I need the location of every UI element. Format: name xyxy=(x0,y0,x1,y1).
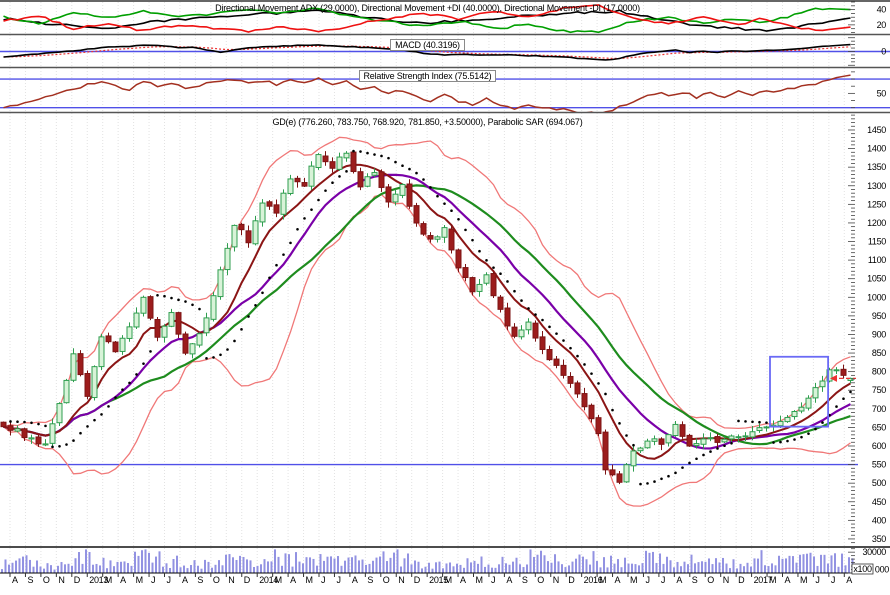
svg-text:800: 800 xyxy=(872,367,886,377)
svg-text:1200: 1200 xyxy=(867,218,886,228)
svg-text:J: J xyxy=(815,575,819,585)
svg-text:D: D xyxy=(74,575,81,585)
svg-text:M: M xyxy=(599,575,606,585)
svg-text:S: S xyxy=(692,575,698,585)
svg-text:1050: 1050 xyxy=(867,274,886,284)
svg-text:450: 450 xyxy=(872,497,886,507)
svg-text:M: M xyxy=(445,575,452,585)
svg-text:350: 350 xyxy=(872,534,886,544)
svg-text:000: 000 xyxy=(875,565,889,575)
price-plot xyxy=(1,137,853,506)
svg-text:A: A xyxy=(506,575,512,585)
svg-text:N: N xyxy=(228,575,234,585)
svg-text:D: D xyxy=(738,575,745,585)
svg-text:850: 850 xyxy=(872,348,886,358)
svg-text:1250: 1250 xyxy=(867,199,886,209)
svg-text:1350: 1350 xyxy=(867,162,886,172)
svg-text:400: 400 xyxy=(872,515,886,525)
charting-app-window: 40 20 0 50 1450 1400 1350 1300 1250 1200 1150 1100 1… xyxy=(0,0,890,595)
svg-text:1100: 1100 xyxy=(868,255,886,265)
svg-text:A: A xyxy=(12,575,18,585)
svg-text:500: 500 xyxy=(872,478,886,488)
macd-plot xyxy=(4,45,851,60)
svg-text:J: J xyxy=(491,575,495,585)
svg-text:S: S xyxy=(522,575,528,585)
svg-text:A: A xyxy=(352,575,358,585)
svg-text:N: N xyxy=(553,575,559,585)
svg-text:D: D xyxy=(414,575,421,585)
svg-text:30000: 30000 xyxy=(862,547,886,557)
svg-text:S: S xyxy=(197,575,203,585)
svg-text:M: M xyxy=(306,575,313,585)
svg-text:J: J xyxy=(336,575,340,585)
svg-text:J: J xyxy=(645,575,649,585)
svg-text:1000: 1000 xyxy=(867,292,886,302)
svg-text:650: 650 xyxy=(872,422,886,432)
svg-text:M: M xyxy=(800,575,807,585)
svg-text:O: O xyxy=(707,575,714,585)
svg-text:x100: x100 xyxy=(853,564,872,574)
svg-text:S: S xyxy=(27,575,33,585)
selection-box[interactable] xyxy=(770,357,828,427)
svg-text:20: 20 xyxy=(877,20,887,30)
svg-text:A: A xyxy=(785,575,791,585)
svg-text:J: J xyxy=(167,575,171,585)
svg-text:40: 40 xyxy=(877,5,887,15)
svg-text:A: A xyxy=(460,575,466,585)
svg-text:900: 900 xyxy=(872,329,886,339)
svg-text:1300: 1300 xyxy=(867,181,886,191)
svg-text:J: J xyxy=(831,575,835,585)
svg-text:D: D xyxy=(568,575,575,585)
svg-text:50: 50 xyxy=(877,88,887,98)
svg-text:600: 600 xyxy=(872,441,886,451)
svg-text:A: A xyxy=(182,575,188,585)
svg-text:J: J xyxy=(661,575,665,585)
svg-text:J: J xyxy=(151,575,155,585)
svg-text:M: M xyxy=(476,575,483,585)
svg-text:A: A xyxy=(290,575,296,585)
svg-text:A: A xyxy=(846,575,852,585)
svg-text:N: N xyxy=(58,575,64,585)
svg-text:O: O xyxy=(213,575,220,585)
svg-text:1150: 1150 xyxy=(868,237,886,247)
x100-badge: x100000 xyxy=(852,564,889,575)
time-axis: ASOND2013MAMJJASOND2014MAMJJASOND2015MAM… xyxy=(10,573,852,585)
svg-text:1450: 1450 xyxy=(867,125,886,135)
svg-text:M: M xyxy=(105,575,112,585)
svg-text:N: N xyxy=(398,575,404,585)
svg-text:550: 550 xyxy=(872,460,886,470)
svg-text:950: 950 xyxy=(872,311,886,321)
svg-text:O: O xyxy=(383,575,390,585)
svg-text:M: M xyxy=(630,575,637,585)
svg-text:A: A xyxy=(615,575,621,585)
grid-lines xyxy=(10,2,844,573)
svg-text:M: M xyxy=(136,575,143,585)
chart-svg[interactable]: 40 20 0 50 1450 1400 1350 1300 1250 1200 1150 1100 1… xyxy=(0,0,890,595)
svg-text:O: O xyxy=(537,575,544,585)
svg-text:700: 700 xyxy=(872,404,886,414)
svg-text:0: 0 xyxy=(881,47,886,57)
svg-text:M: M xyxy=(769,575,776,585)
svg-text:N: N xyxy=(723,575,729,585)
svg-text:1400: 1400 xyxy=(867,144,886,154)
svg-text:A: A xyxy=(676,575,682,585)
price-axis: 40 20 0 50 1450 1400 1350 1300 1250 1200 1150 1100 1… xyxy=(848,2,886,573)
svg-text:D: D xyxy=(244,575,251,585)
adx-plot xyxy=(4,5,851,32)
svg-text:O: O xyxy=(43,575,50,585)
svg-text:M: M xyxy=(275,575,282,585)
svg-text:J: J xyxy=(321,575,325,585)
svg-text:S: S xyxy=(367,575,373,585)
svg-text:A: A xyxy=(120,575,126,585)
svg-text:750: 750 xyxy=(872,385,886,395)
